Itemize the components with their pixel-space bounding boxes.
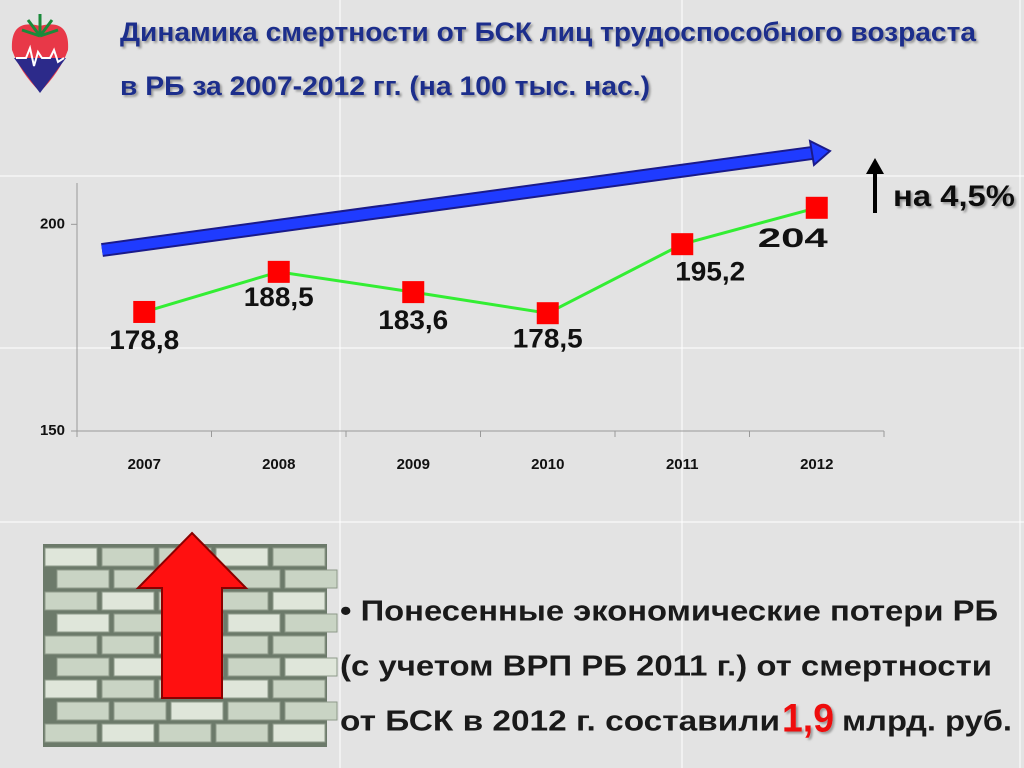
data-line [143, 206, 818, 315]
bill [101, 679, 155, 699]
bill [272, 679, 326, 699]
bill [272, 635, 326, 655]
logo [11, 14, 69, 93]
x-tick-label: 2010 [531, 456, 564, 473]
x-tick-label: 2012 [800, 456, 833, 473]
y-tick-label: 150 [40, 422, 65, 439]
bill [215, 547, 269, 567]
up-arrow [866, 158, 884, 213]
note-tail: млрд. руб. [842, 706, 1012, 738]
bill [227, 657, 281, 677]
bill [44, 547, 98, 567]
bill [101, 547, 155, 567]
marker [267, 260, 290, 283]
bill [272, 723, 326, 743]
bill [227, 701, 281, 721]
bill [215, 723, 269, 743]
marker [671, 233, 694, 256]
bill [113, 701, 167, 721]
bill [113, 657, 167, 677]
bill [215, 679, 269, 699]
bill [215, 591, 269, 611]
bill [101, 635, 155, 655]
marker [805, 196, 828, 219]
title-line: Динамика смертности от БСК лиц трудоспос… [120, 17, 977, 47]
bill [272, 547, 326, 567]
bill [56, 613, 110, 633]
note-highlight: 1,9 [782, 697, 834, 741]
data-label: 183,6 [378, 305, 448, 335]
bill [44, 591, 98, 611]
annotation: на 4,5% [893, 180, 1015, 213]
bill [56, 701, 110, 721]
bill [284, 701, 338, 721]
bill [44, 679, 98, 699]
y-tick-label: 200 [40, 215, 65, 232]
note-line: (с учетом ВРП РБ 2011 г.) от смертности [340, 651, 992, 683]
bill [56, 657, 110, 677]
x-tick-label: 2008 [262, 456, 295, 473]
title-line: в РБ за 2007-2012 гг. (на 100 тыс. нас.) [120, 71, 650, 101]
data-label: 188,5 [244, 282, 314, 312]
bill [158, 723, 212, 743]
bill [272, 591, 326, 611]
x-tick-label: 2009 [397, 456, 430, 473]
data-label: 178,8 [109, 325, 179, 355]
note-line: от БСК в 2012 г. составили [340, 706, 780, 738]
bill [113, 613, 167, 633]
bill [44, 635, 98, 655]
bill [215, 635, 269, 655]
bill [284, 657, 338, 677]
bill [101, 591, 155, 611]
x-tick-label: 2011 [666, 456, 699, 473]
bill [56, 569, 110, 589]
marker [133, 300, 156, 323]
data-label: 195,2 [675, 256, 745, 286]
bill [227, 613, 281, 633]
bill [284, 613, 338, 633]
trend-arrow [101, 139, 832, 257]
data-label: 178,5 [513, 323, 583, 353]
chart: 150 200 178,8 188,5 183,6 178,5 195,2 204 2007 20… [40, 183, 885, 473]
bill [284, 569, 338, 589]
marker [536, 302, 559, 325]
money-picture [43, 531, 338, 747]
bill [101, 723, 155, 743]
data-label: 204 [758, 223, 828, 253]
x-tick-label: 2007 [128, 456, 161, 473]
marker [402, 281, 425, 304]
note-line: • Понесенные экономические потери РБ [340, 596, 998, 628]
note: • Понесенные экономические потери РБ (с у… [340, 596, 1012, 741]
bill [170, 701, 224, 721]
bill [44, 723, 98, 743]
